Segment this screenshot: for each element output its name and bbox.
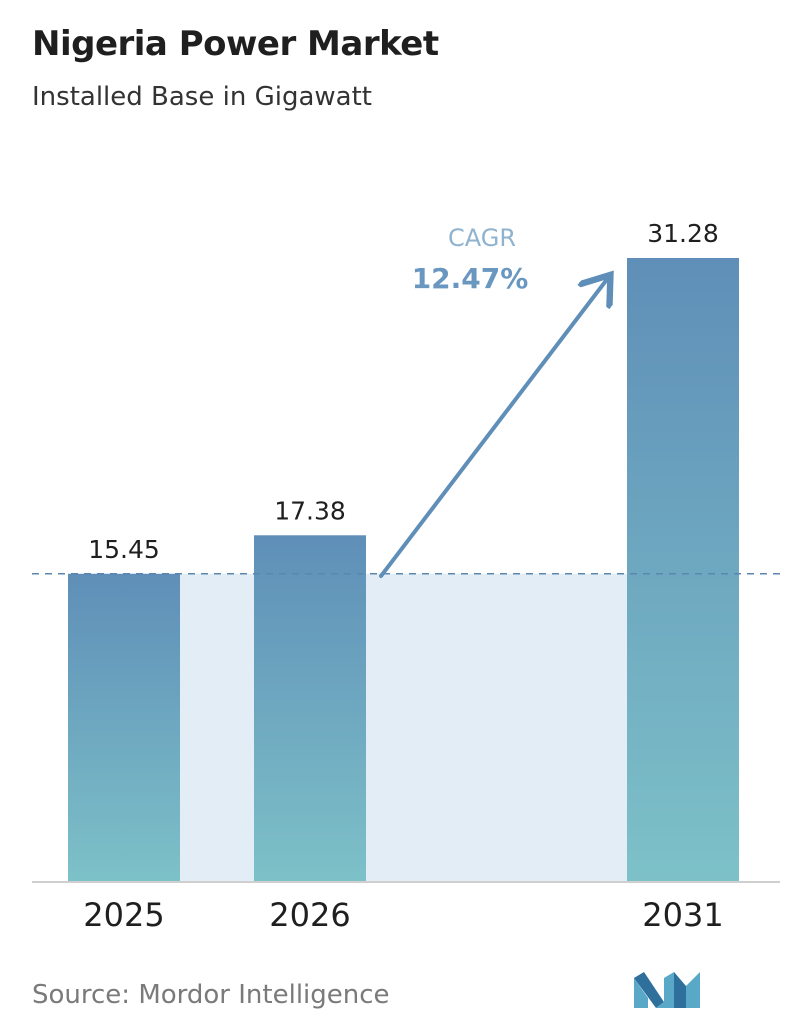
source-text: Source: Mordor Intelligence <box>32 980 390 1010</box>
cagr-value: 12.47% <box>412 262 529 295</box>
bar-2026 <box>254 535 366 882</box>
chart-title: Nigeria Power Market <box>32 24 439 64</box>
value-label-2026: 17.38 <box>274 496 346 525</box>
x-tick-2025: 2025 <box>83 896 164 934</box>
bar-2031 <box>627 258 739 882</box>
value-label-2031: 31.28 <box>647 219 719 248</box>
cagr-arrow-icon <box>379 278 608 578</box>
bar-2025 <box>68 573 180 882</box>
chart-subtitle: Installed Base in Gigawatt <box>32 82 372 112</box>
bars <box>68 258 739 882</box>
bar-chart: 15.45 17.38 31.28 2025 2026 2031 CAGR 12.47% <box>32 219 780 934</box>
mordor-intelligence-logo-icon <box>634 972 700 1008</box>
value-label-2025: 15.45 <box>88 535 160 564</box>
value-labels: 15.45 17.38 31.28 <box>88 219 719 564</box>
x-tick-2026: 2026 <box>269 896 350 934</box>
cagr-label: CAGR <box>448 224 516 252</box>
x-tick-2031: 2031 <box>642 896 723 934</box>
x-tick-labels: 2025 2026 2031 <box>83 896 723 934</box>
